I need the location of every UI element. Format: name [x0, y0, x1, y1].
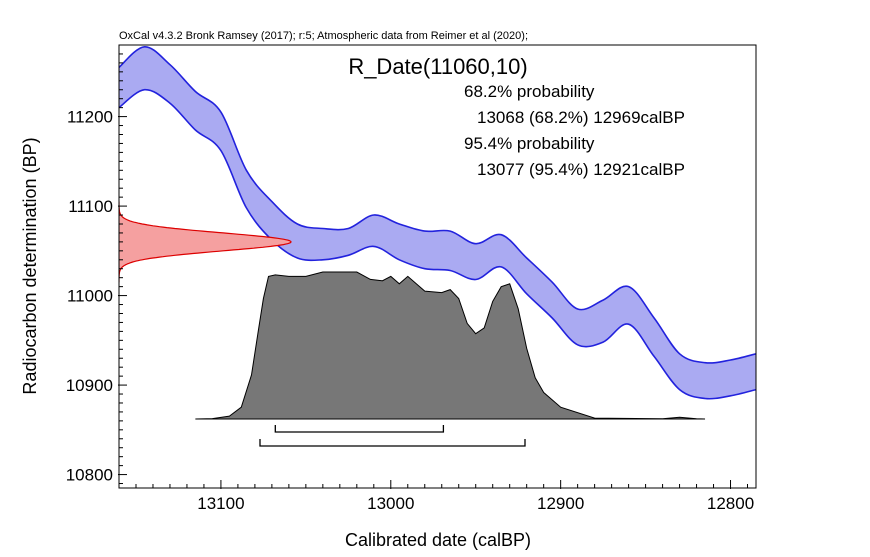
calibration-band-upper — [119, 45, 756, 364]
range-bracket-954 — [259, 439, 526, 447]
x-tick-label: 13000 — [367, 494, 414, 513]
y-axis-label: Radiocarbon determination (BP) — [20, 137, 40, 394]
chart-title: R_Date(11060,10) — [348, 54, 527, 79]
axes-group: 10800 10900 11000 11100 11200 13100 13000 12900… — [66, 44, 754, 513]
x-axis-label: Calibrated date (calBP) — [345, 530, 531, 550]
annotation-95-range: 13077 (95.4%) 12921calBP — [477, 160, 685, 179]
plot-frame — [118, 44, 757, 489]
annotation-95-heading: 95.4% probability — [464, 134, 595, 153]
ranges-group — [259, 425, 526, 447]
radiocarbon-date-fill — [119, 201, 291, 283]
x-tick-label: 12900 — [537, 494, 584, 513]
annotation-68-range: 13068 (68.2%) 12969calBP — [477, 108, 685, 127]
posterior-distribution — [195, 271, 706, 420]
calibration-curve-group — [119, 45, 756, 400]
calibration-band-fill — [119, 46, 756, 399]
calibration-band-lower — [119, 88, 756, 400]
posterior-group — [195, 271, 706, 420]
chart-caption: OxCal v4.3.2 Bronk Ramsey (2017); r:5; A… — [119, 30, 528, 42]
x-tick-label: 12800 — [707, 494, 754, 513]
y-tick-label: 11200 — [67, 108, 113, 127]
annotation-68-heading: 68.2% probability — [464, 82, 595, 101]
y-tick-label: 11100 — [68, 197, 113, 216]
x-tick-label: 13100 — [197, 494, 244, 513]
y-tick-label: 10800 — [66, 466, 113, 485]
range-bracket-682 — [274, 425, 445, 433]
y-tick-label: 11000 — [67, 287, 113, 306]
y-tick-label: 10900 — [66, 376, 113, 395]
